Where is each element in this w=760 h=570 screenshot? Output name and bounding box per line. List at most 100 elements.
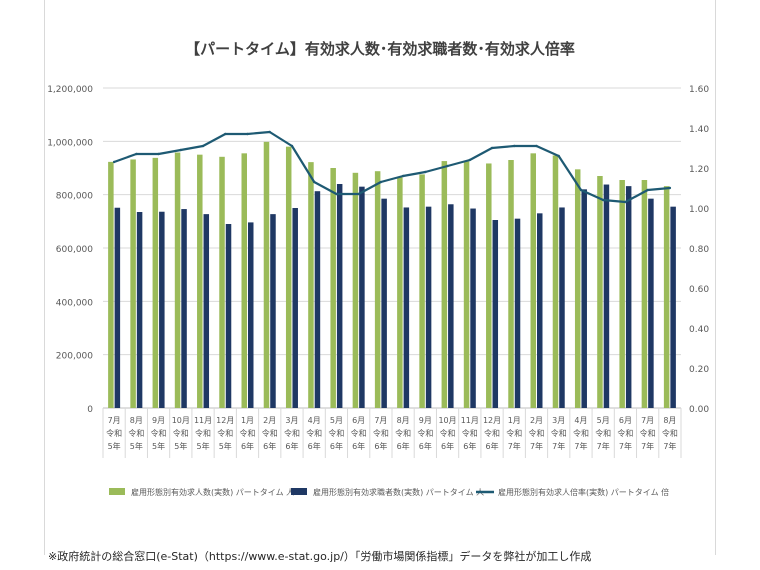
- y-tick-label-right: 1.40: [689, 125, 709, 135]
- legend-label: 雇用形態別有効求職者数(実数) パートタイム 人: [313, 487, 484, 497]
- line-point: [601, 198, 605, 202]
- line-point: [135, 152, 138, 156]
- x-tick-label: 8月: [397, 416, 410, 425]
- x-tick-label: 令和: [484, 428, 500, 438]
- x-tick-label: 令和: [128, 428, 144, 438]
- x-tick-label: 8月: [130, 416, 143, 425]
- line-point: [112, 160, 116, 164]
- y-tick-label-left: 400,000: [56, 298, 93, 308]
- x-tick-label: 10月: [438, 416, 456, 425]
- bar-job-openings: [130, 159, 136, 408]
- y-tick-label-right: 1.00: [689, 205, 709, 215]
- y-tick-label-right: 1.60: [689, 85, 709, 95]
- bar-job-seekers: [248, 222, 254, 408]
- legend-label: 雇用形態別有効求人倍率(実数) パートタイム 倍: [498, 487, 669, 497]
- bar-job-openings: [241, 153, 247, 408]
- bar-job-seekers: [581, 189, 587, 408]
- x-tick-label: 6年: [485, 441, 498, 451]
- x-tick-label: 令和: [195, 428, 211, 438]
- line-point: [424, 170, 427, 174]
- bar-job-openings: [308, 162, 314, 408]
- x-tick-label: 令和: [462, 428, 478, 438]
- x-tick-label: 7月: [641, 416, 654, 425]
- line-point: [201, 144, 205, 148]
- bar-job-openings: [330, 168, 336, 408]
- line-point: [468, 158, 472, 162]
- bar-job-seekers: [514, 218, 521, 408]
- x-tick-label: 6月: [352, 416, 365, 425]
- x-tick-label: 令和: [173, 428, 189, 438]
- x-tick-label: 7月: [374, 416, 387, 425]
- x-tick-label: 6年: [419, 441, 432, 451]
- bar-job-seekers: [159, 211, 165, 408]
- x-tick-label: 3月: [552, 416, 565, 425]
- legend-swatch-seekers: [291, 488, 307, 495]
- y-tick-label-left: 0: [87, 405, 93, 415]
- x-tick-label: 5月: [597, 416, 610, 425]
- y-tick-label-right: 0.40: [689, 325, 709, 335]
- bar-job-openings: [574, 169, 581, 408]
- x-tick-label: 令和: [284, 428, 300, 438]
- x-tick-label: 令和: [595, 428, 611, 438]
- line-point: [624, 200, 627, 204]
- x-tick-label: 6年: [397, 441, 410, 451]
- x-tick-label: 5年: [108, 441, 121, 451]
- line-point: [579, 188, 583, 192]
- x-tick-label: 7年: [641, 441, 654, 451]
- x-tick-label: 令和: [573, 428, 589, 438]
- bar-job-openings: [352, 172, 359, 408]
- x-tick-label: 12月: [216, 416, 234, 425]
- line-point: [557, 154, 560, 158]
- bar-job-seekers: [537, 213, 543, 408]
- footnote: ※政府統計の総合窓口(e-Stat)（https://www.e-stat.go…: [48, 550, 592, 563]
- line-point: [224, 132, 227, 136]
- x-tick-label: 5年: [174, 441, 187, 451]
- chart-frame: [44, 0, 716, 555]
- bar-job-seekers: [292, 208, 298, 408]
- bar-job-openings: [108, 161, 114, 408]
- x-tick-label: 6年: [330, 441, 343, 451]
- line-point: [246, 132, 249, 136]
- x-tick-label: 6年: [308, 441, 321, 451]
- y-tick-label-right: 1.20: [689, 165, 709, 175]
- bar-job-openings: [263, 141, 270, 408]
- bar-job-seekers: [492, 220, 499, 408]
- x-tick-label: 令和: [262, 428, 278, 438]
- x-tick-label: 7年: [597, 441, 610, 451]
- bar-job-seekers: [336, 184, 343, 408]
- line-point: [379, 180, 383, 184]
- bar-job-seekers: [470, 208, 476, 408]
- y-tick-label-right: 0.00: [689, 405, 709, 415]
- x-tick-label: 7年: [508, 441, 521, 451]
- chart-title: 【パートタイム】有効求人数･有効求職者数･有効求人倍率: [185, 40, 575, 58]
- y-tick-label-left: 200,000: [56, 352, 93, 362]
- x-tick-label: 9月: [419, 416, 432, 425]
- bar-job-seekers: [359, 186, 365, 408]
- bar-job-seekers: [425, 206, 432, 408]
- x-tick-label: 3月: [285, 416, 298, 425]
- line-point: [268, 130, 271, 134]
- line-point: [646, 188, 649, 192]
- bar-job-seekers: [403, 207, 410, 408]
- x-tick-label: 2月: [263, 416, 276, 425]
- y-tick-label-left: 1,200,000: [47, 85, 93, 95]
- x-tick-label: 6年: [441, 441, 454, 451]
- y-tick-label-right: 0.80: [689, 245, 709, 255]
- y-tick-label-right: 0.20: [689, 365, 709, 375]
- bar-job-seekers: [136, 212, 143, 408]
- x-tick-label: 11月: [461, 416, 479, 425]
- bar-job-openings: [174, 152, 181, 408]
- bar-job-openings: [285, 146, 292, 408]
- x-tick-label: 令和: [506, 428, 522, 438]
- y-tick-label-left: 800,000: [56, 192, 93, 202]
- y-tick-label-left: 600,000: [56, 245, 93, 255]
- line-point: [401, 174, 405, 178]
- x-tick-label: 令和: [551, 428, 567, 438]
- x-tick-label: 6年: [352, 441, 365, 451]
- bar-job-openings: [463, 161, 470, 408]
- bar-job-seekers: [448, 204, 454, 408]
- bar-job-seekers: [670, 206, 676, 408]
- bar-job-seekers: [225, 224, 232, 408]
- x-tick-label: 11月: [194, 416, 212, 425]
- x-tick-label: 7年: [619, 441, 632, 451]
